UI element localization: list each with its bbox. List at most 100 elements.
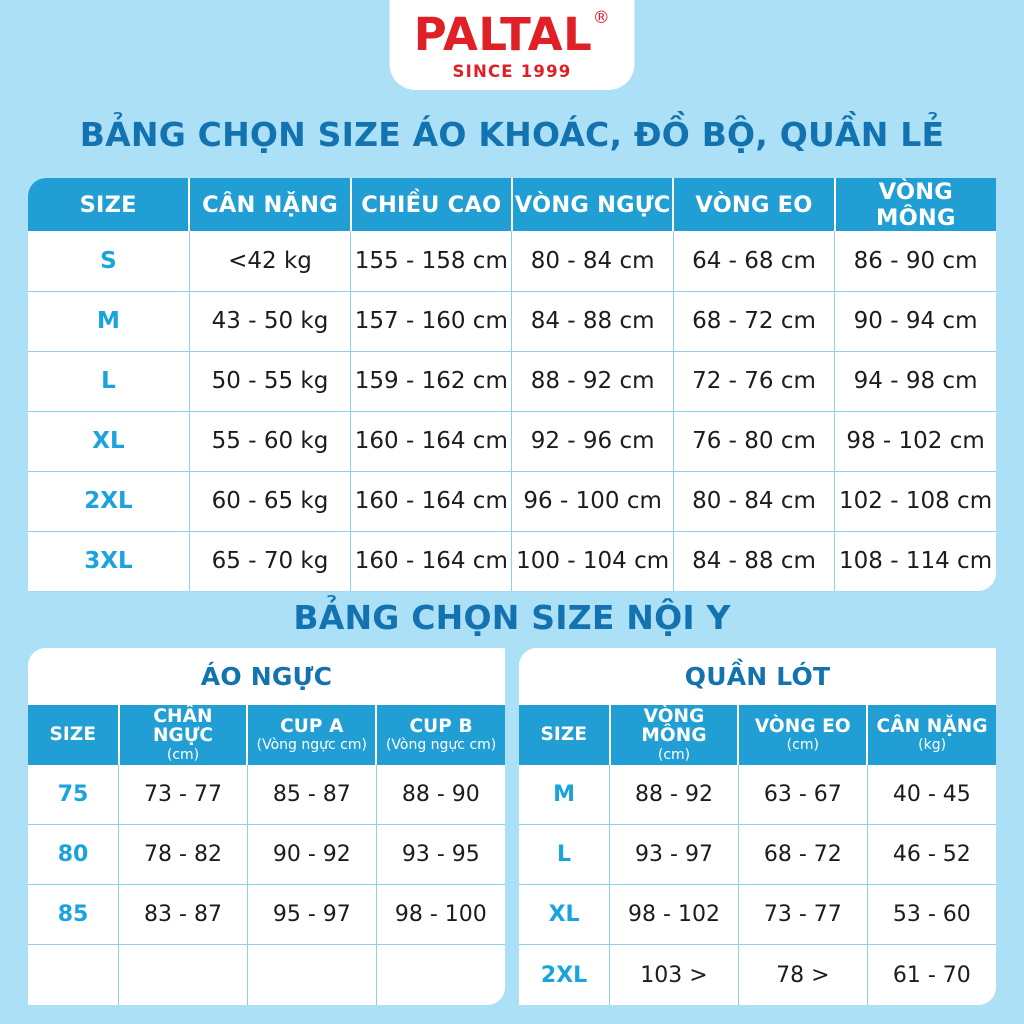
cell-waist: 78 >	[738, 944, 868, 1005]
cell-hip: 90 - 94 cm	[834, 291, 996, 352]
cell-weight: 55 - 60 kg	[189, 411, 352, 472]
cell-size: L	[519, 824, 611, 886]
bra-table-caption: ÁO NGỰC	[28, 648, 505, 705]
column-header-cup-b-label: CUP B	[409, 715, 473, 737]
column-header-waist: VÒNG EO (cm)	[738, 705, 869, 765]
cell-hip: 93 - 97	[609, 824, 739, 886]
column-header-size: SIZE	[519, 705, 611, 765]
cell-underbust	[118, 944, 248, 1005]
table-header-row: SIZE CÂN NẶNG CHIỀU CAO VÒNG NGỰC VÒNG E…	[28, 178, 996, 231]
column-header-weight: CÂN NẶNG	[189, 178, 352, 231]
cell-size: XL	[28, 411, 190, 472]
cell-weight: 43 - 50 kg	[189, 291, 352, 352]
cell-waist: 64 - 68 cm	[673, 231, 836, 292]
cell-size: 75	[28, 764, 120, 826]
registered-trademark-icon: ®	[592, 7, 611, 28]
cell-hip: 98 - 102	[609, 884, 739, 946]
column-header-underbust: CHÂN NGỰC (cm)	[118, 705, 249, 765]
table-row-empty	[28, 944, 505, 1005]
cell-height: 160 - 164 cm	[350, 411, 513, 472]
cell-size: 80	[28, 824, 120, 886]
cell-hip: 94 - 98 cm	[834, 351, 996, 412]
column-header-cup-a-unit: (Vòng ngực cm)	[256, 737, 367, 754]
table-row: 85 83 - 87 95 - 97 98 - 100	[28, 884, 505, 946]
cell-hip: 88 - 92	[609, 764, 739, 826]
panty-table-caption: QUẦN LÓT	[519, 648, 996, 705]
table-header-row: SIZE VÒNG MÔNG (cm) VÒNG EO (cm) CÂN NẶN…	[519, 705, 996, 765]
cell-hip: 86 - 90 cm	[834, 231, 996, 292]
cell-cup-a: 85 - 87	[247, 764, 377, 826]
cell-cup-b: 93 - 95	[376, 824, 505, 886]
cell-height: 157 - 160 cm	[350, 291, 513, 352]
cell-hip: 98 - 102 cm	[834, 411, 996, 472]
table-row: M 43 - 50 kg 157 - 160 cm 84 - 88 cm 68 …	[28, 291, 996, 352]
cell-weight: 53 - 60	[867, 884, 996, 946]
column-header-weight-unit: (kg)	[918, 737, 947, 754]
cell-weight: 46 - 52	[867, 824, 996, 886]
outerwear-size-table: SIZE CÂN NẶNG CHIỀU CAO VÒNG NGỰC VÒNG E…	[28, 178, 996, 591]
column-header-size-label: SIZE	[540, 724, 588, 746]
cell-cup-b: 88 - 90	[376, 764, 505, 826]
brand-name: PALTAL ®	[414, 7, 611, 57]
cell-waist: 63 - 67	[738, 764, 868, 826]
cell-weight: 61 - 70	[867, 944, 996, 1005]
cell-bust: 92 - 96 cm	[511, 411, 674, 472]
column-header-hip-unit: (cm)	[657, 746, 691, 763]
column-header-bust: VÒNG NGỰC	[511, 178, 675, 231]
cell-bust: 80 - 84 cm	[511, 231, 674, 292]
innerwear-table-title: BẢNG CHỌN SIZE NỘI Y	[293, 598, 731, 637]
cell-cup-a: 95 - 97	[247, 884, 377, 946]
cell-cup-b	[376, 944, 505, 1005]
main-table-title: BẢNG CHỌN SIZE ÁO KHOÁC, ĐỒ BỘ, QUẦN LẺ	[79, 115, 945, 154]
table-header-row: SIZE CHÂN NGỰC (cm) CUP A (Vòng ngực cm)…	[28, 705, 505, 765]
column-header-size: SIZE	[28, 178, 191, 231]
table-row: L 93 - 97 68 - 72 46 - 52	[519, 824, 996, 886]
cell-height: 160 - 164 cm	[350, 471, 513, 532]
cell-weight: 40 - 45	[867, 764, 996, 826]
cell-size: L	[28, 351, 190, 412]
cell-height: 155 - 158 cm	[350, 231, 513, 292]
cell-waist: 73 - 77	[738, 884, 868, 946]
column-header-size: SIZE	[28, 705, 120, 765]
cell-hip: 103 >	[609, 944, 739, 1005]
column-header-height: CHIỀU CAO	[350, 178, 513, 231]
cell-hip: 108 - 114 cm	[834, 531, 996, 591]
cell-weight: 50 - 55 kg	[189, 351, 352, 412]
column-header-cup-b: CUP B (Vòng ngực cm)	[376, 705, 505, 765]
cell-size: 3XL	[28, 531, 190, 591]
column-header-waist-unit: (cm)	[786, 737, 819, 754]
column-header-hip: VÒNG MÔNG	[834, 178, 996, 231]
column-header-weight: CÂN NẶNG (kg)	[867, 705, 996, 765]
table-row: XL 55 - 60 kg 160 - 164 cm 92 - 96 cm 76…	[28, 411, 996, 472]
cell-weight: 65 - 70 kg	[189, 531, 352, 591]
cell-height: 160 - 164 cm	[350, 531, 513, 591]
column-header-hip-label: VÒNG MÔNG	[641, 706, 707, 747]
table-row: 75 73 - 77 85 - 87 88 - 90	[28, 764, 505, 826]
table-row: S <42 kg 155 - 158 cm 80 - 84 cm 64 - 68…	[28, 231, 996, 292]
table-row: 2XL 103 > 78 > 61 - 70	[519, 944, 996, 1005]
table-row: 80 78 - 82 90 - 92 93 - 95	[28, 824, 505, 886]
cell-height: 159 - 162 cm	[350, 351, 513, 412]
cell-underbust: 83 - 87	[118, 884, 248, 946]
column-header-size-label: SIZE	[49, 724, 97, 746]
cell-weight: <42 kg	[189, 231, 352, 292]
cell-size: 2XL	[519, 944, 611, 1005]
cell-waist: 80 - 84 cm	[673, 471, 836, 532]
cell-size: S	[28, 231, 190, 292]
column-header-waist-label: VÒNG EO	[754, 715, 851, 737]
column-header-cup-b-unit: (Vòng ngực cm)	[385, 737, 497, 754]
table-row: 3XL 65 - 70 kg 160 - 164 cm 100 - 104 cm…	[28, 531, 996, 591]
table-row: XL 98 - 102 73 - 77 53 - 60	[519, 884, 996, 946]
column-header-underbust-unit: (cm)	[166, 746, 200, 763]
table-row: M 88 - 92 63 - 67 40 - 45	[519, 764, 996, 826]
cell-size	[28, 944, 120, 1005]
column-header-weight-label: CÂN NẶNG	[876, 715, 988, 737]
column-header-cup-a-label: CUP A	[280, 715, 344, 737]
cell-cup-a	[247, 944, 377, 1005]
cell-waist: 76 - 80 cm	[673, 411, 836, 472]
cell-size: XL	[519, 884, 611, 946]
cell-bust: 84 - 88 cm	[511, 291, 674, 352]
cell-bust: 88 - 92 cm	[511, 351, 674, 412]
cell-underbust: 73 - 77	[118, 764, 248, 826]
cell-size: 2XL	[28, 471, 190, 532]
